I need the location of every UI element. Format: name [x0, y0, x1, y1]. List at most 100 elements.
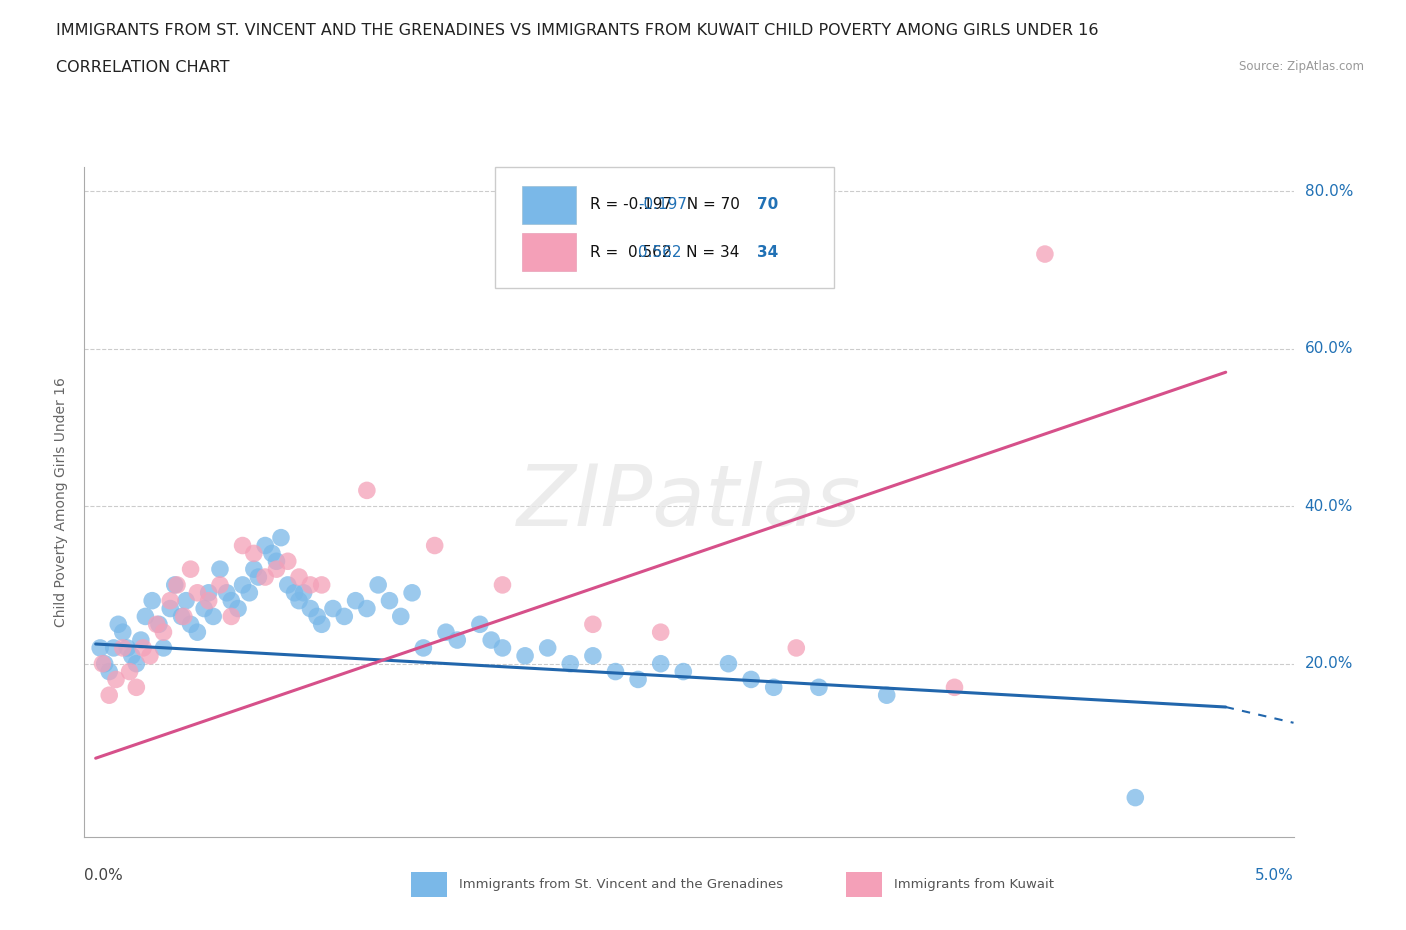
Point: [105, 672, 128, 687]
Point: [322, 601, 344, 616]
Point: [141, 593, 163, 608]
Point: [277, 554, 299, 569]
Point: [134, 609, 156, 624]
Text: 70: 70: [756, 197, 778, 212]
Point: [311, 578, 333, 592]
Point: [125, 680, 148, 695]
Text: 0.562: 0.562: [638, 245, 682, 260]
Point: [717, 657, 740, 671]
Text: Source: ZipAtlas.com: Source: ZipAtlas.com: [1239, 60, 1364, 73]
Point: [129, 632, 152, 647]
FancyBboxPatch shape: [495, 167, 834, 288]
Point: [491, 641, 513, 656]
Point: [389, 609, 412, 624]
Point: [537, 641, 560, 656]
Point: [132, 641, 155, 656]
Point: [148, 617, 170, 631]
Point: [193, 601, 215, 616]
Point: [111, 625, 134, 640]
Text: -0.197: -0.197: [638, 197, 688, 212]
Text: 0.0%: 0.0%: [84, 868, 124, 883]
Point: [356, 601, 378, 616]
Point: [401, 585, 423, 600]
Point: [943, 680, 966, 695]
Point: [468, 617, 491, 631]
Point: [627, 672, 650, 687]
Point: [107, 617, 129, 631]
Point: [560, 657, 582, 671]
Point: [208, 578, 231, 592]
Point: [166, 578, 188, 592]
Point: [650, 657, 672, 671]
Point: [197, 585, 219, 600]
Point: [266, 554, 288, 569]
Point: [299, 601, 322, 616]
Point: [170, 609, 193, 624]
Point: [446, 632, 468, 647]
Point: [876, 688, 898, 703]
Point: [152, 625, 174, 640]
Point: [292, 585, 315, 600]
Point: [98, 688, 121, 703]
Point: [226, 601, 249, 616]
Point: [98, 664, 121, 679]
Point: [174, 593, 197, 608]
FancyBboxPatch shape: [411, 871, 447, 897]
Point: [103, 641, 125, 656]
Text: 80.0%: 80.0%: [1305, 183, 1353, 198]
Point: [215, 585, 238, 600]
Point: [785, 641, 807, 656]
Point: [283, 585, 305, 600]
Point: [173, 609, 195, 624]
Text: Immigrants from St. Vincent and the Grenadines: Immigrants from St. Vincent and the Gren…: [460, 878, 783, 891]
Point: [254, 538, 277, 553]
Point: [111, 641, 134, 656]
Point: [605, 664, 627, 679]
Point: [307, 609, 329, 624]
Point: [145, 617, 167, 631]
Point: [219, 609, 242, 624]
Point: [299, 578, 322, 592]
Point: [247, 569, 270, 584]
Point: [311, 617, 333, 631]
Point: [412, 641, 434, 656]
Point: [378, 593, 401, 608]
Point: [491, 578, 513, 592]
Point: [243, 546, 266, 561]
Point: [1033, 246, 1056, 261]
Text: R =  0.562   N = 34: R = 0.562 N = 34: [589, 245, 740, 260]
Point: [159, 593, 181, 608]
Point: [139, 648, 162, 663]
Point: [423, 538, 446, 553]
Point: [807, 680, 830, 695]
Point: [186, 625, 208, 640]
Point: [186, 585, 208, 600]
Point: [740, 672, 762, 687]
Point: [513, 648, 536, 663]
FancyBboxPatch shape: [522, 233, 576, 272]
Point: [208, 562, 231, 577]
Point: [434, 625, 457, 640]
Point: [344, 593, 367, 608]
Text: R = -0.197   N = 70: R = -0.197 N = 70: [589, 197, 740, 212]
Text: 40.0%: 40.0%: [1305, 498, 1353, 513]
Text: 5.0%: 5.0%: [1254, 868, 1294, 883]
Point: [288, 569, 311, 584]
Point: [270, 530, 292, 545]
Point: [277, 578, 299, 592]
Point: [180, 562, 202, 577]
Y-axis label: Child Poverty Among Girls Under 16: Child Poverty Among Girls Under 16: [55, 378, 69, 627]
Text: ZIPatlas: ZIPatlas: [517, 460, 860, 544]
Point: [582, 617, 605, 631]
Point: [260, 546, 283, 561]
Point: [180, 617, 202, 631]
Point: [163, 578, 186, 592]
Text: 60.0%: 60.0%: [1305, 341, 1353, 356]
Point: [219, 593, 242, 608]
Point: [243, 562, 266, 577]
Point: [367, 578, 389, 592]
Point: [152, 641, 174, 656]
Point: [479, 632, 502, 647]
Point: [582, 648, 605, 663]
Point: [159, 601, 181, 616]
